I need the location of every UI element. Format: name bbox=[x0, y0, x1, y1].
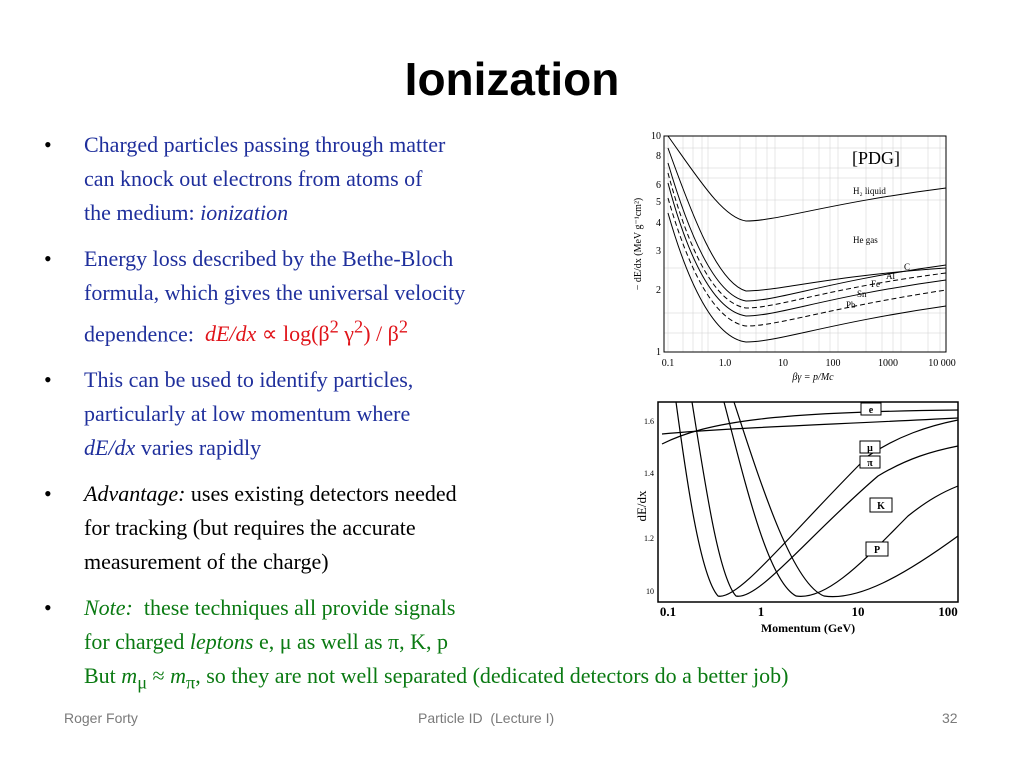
slide-title: Ionization bbox=[404, 53, 620, 105]
bullet-text: for tracking (but requires the accurate bbox=[84, 515, 416, 541]
y-tick: 10 bbox=[651, 131, 661, 142]
curve-label: C bbox=[904, 262, 910, 272]
curve-c bbox=[667, 162, 947, 302]
x-tick: 10 bbox=[852, 604, 865, 619]
curve-label: Al bbox=[886, 271, 895, 281]
curve-label: Fe bbox=[871, 279, 880, 289]
y-tick: 1.6 bbox=[644, 417, 654, 426]
curve-pb bbox=[667, 212, 947, 343]
bullet-text: This can be used to identify particles, bbox=[84, 367, 414, 393]
bullet-marker: • bbox=[44, 481, 52, 507]
y-tick: 3 bbox=[656, 246, 661, 257]
bullet-marker: • bbox=[44, 367, 52, 393]
bullet-ionization: • Charged particles passing through matt… bbox=[44, 128, 1004, 230]
curve-label: Pb bbox=[846, 300, 856, 310]
curve-h2-liquid bbox=[667, 135, 947, 222]
bullet-text: Energy loss described by the Bethe-Bloch bbox=[84, 246, 454, 271]
bullet-bethe-bloch: • Energy loss described by the Bethe-Blo… bbox=[44, 242, 1004, 351]
bullet-text: Charged particles passing through matter bbox=[84, 132, 446, 157]
bullet-text: dE/dx varies rapidly bbox=[84, 435, 262, 461]
x-tick: 10 000 bbox=[928, 358, 956, 369]
bullet-identify: • This can be used to identify particles… bbox=[44, 363, 1004, 465]
bullet-text: measurement of the charge) bbox=[84, 549, 329, 575]
page-number: 32 bbox=[942, 710, 958, 726]
bullet-advantage: • Advantage: uses existing detectors nee… bbox=[44, 477, 1004, 579]
curve-label: He gas bbox=[853, 235, 878, 245]
bullet-text: for charged leptons e, μ as well as π, K… bbox=[84, 629, 449, 655]
curve-al bbox=[667, 172, 947, 309]
bullet-text: the medium: ionization bbox=[84, 200, 289, 225]
curve-sn bbox=[667, 197, 947, 327]
bullet-list: • Charged particles passing through matt… bbox=[44, 128, 1004, 712]
y-tick: 1.4 bbox=[644, 469, 654, 478]
y-tick: 4 bbox=[656, 218, 661, 229]
x-tick: 0.1 bbox=[662, 358, 675, 369]
dedx-momentum-plot: 1.6 1.4 1.2 10 dE/dx 0.1 1 10 100 Moment… bbox=[628, 396, 968, 640]
y-tick: 2 bbox=[656, 285, 661, 296]
curve-label: e bbox=[869, 405, 874, 416]
bethe-bloch-plot: 10 8 6 5 4 3 2 1 0.1 1.0 10 100 1000 10 … bbox=[628, 128, 964, 388]
curve-he-gas bbox=[667, 147, 947, 292]
bullet-note: • Note: these techniques all provide sig… bbox=[44, 591, 1004, 699]
curve-e-lower bbox=[661, 417, 959, 435]
bullet-text: formula, which gives the universal veloc… bbox=[84, 280, 466, 305]
curve-label: μ bbox=[867, 443, 873, 454]
curve-label: π bbox=[867, 458, 873, 469]
curve-label: Sn bbox=[857, 289, 867, 299]
x-tick: 0.1 bbox=[660, 604, 676, 619]
curve-e bbox=[661, 409, 959, 445]
bullet-text: particularly at low momentum where bbox=[84, 401, 411, 427]
x-axis-label: Momentum (GeV) bbox=[761, 621, 855, 635]
x-tick: 100 bbox=[938, 604, 958, 619]
curve-pi bbox=[691, 401, 959, 597]
bullet-marker: • bbox=[44, 246, 52, 271]
x-tick: 1.0 bbox=[719, 358, 732, 369]
bullet-text: can knock out electrons from atoms of bbox=[84, 166, 423, 191]
curve-label: K bbox=[877, 501, 885, 512]
x-axis-label: βγ = p/Mc bbox=[791, 372, 834, 383]
bullet-text: dependence: dE/dx ∝ log(β2 γ2) / β2 bbox=[84, 317, 409, 347]
bullet-text: Note: these techniques all provide signa… bbox=[84, 595, 456, 621]
bullet-text: But mμ ≈ mπ, so they are not well separa… bbox=[84, 663, 789, 693]
y-axis-label: − dE/dx (MeV g⁻¹cm²) bbox=[633, 198, 644, 291]
footer-course: Particle ID (Lecture I) bbox=[418, 710, 555, 726]
curve-k bbox=[723, 401, 959, 597]
curve-p bbox=[733, 401, 959, 598]
x-tick: 1000 bbox=[878, 358, 898, 369]
x-tick: 100 bbox=[826, 358, 841, 369]
y-tick: 6 bbox=[656, 180, 661, 191]
curve-label: H₂ liquid bbox=[853, 186, 886, 196]
x-tick: 1 bbox=[758, 604, 765, 619]
y-tick: 8 bbox=[656, 151, 661, 162]
y-tick: 1 bbox=[656, 347, 661, 358]
bullet-marker: • bbox=[44, 132, 52, 157]
curve-label: P bbox=[874, 545, 880, 556]
x-tick: 10 bbox=[778, 358, 788, 369]
y-tick: 5 bbox=[656, 197, 661, 208]
bullet-text: Advantage: uses existing detectors neede… bbox=[84, 481, 457, 507]
pdg-source-label: [PDG] bbox=[852, 148, 900, 168]
y-tick: 1.2 bbox=[644, 534, 654, 543]
footer-author: Roger Forty bbox=[64, 710, 138, 726]
curve-mu bbox=[675, 401, 959, 597]
bethe-bloch-formula: dE/dx ∝ log(β2 γ2) / β2 bbox=[204, 317, 409, 347]
y-tick: 10 bbox=[646, 587, 654, 596]
y-axis-label: dE/dx bbox=[634, 490, 649, 522]
bullet-marker: • bbox=[44, 595, 52, 621]
curve-fe bbox=[667, 182, 947, 317]
